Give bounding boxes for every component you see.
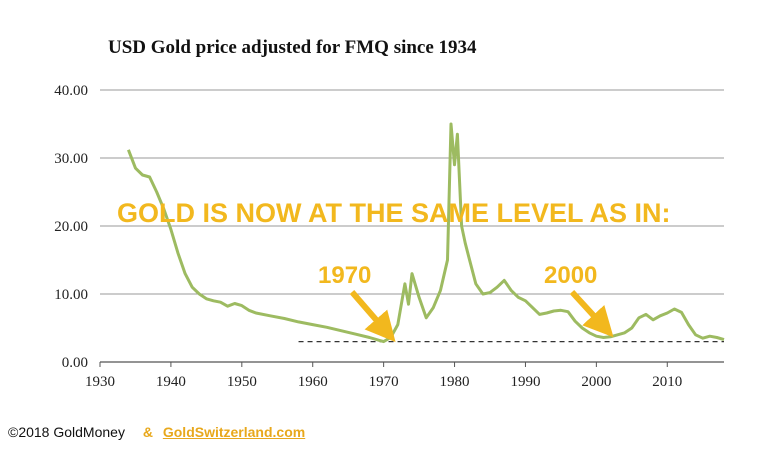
annotation-banner: GOLD IS NOW AT THE SAME LEVEL AS IN: (117, 198, 671, 228)
gridlines (100, 89, 724, 363)
y-tick-label: 0.00 (62, 355, 88, 371)
annotation-1970-label: 1970 (318, 262, 371, 289)
goldswitzerland-link[interactable]: GoldSwitzerland.com (162, 424, 306, 440)
ampersand: & (142, 424, 153, 440)
x-tick-label: 1980 (440, 374, 470, 390)
x-tick-label: 1970 (369, 374, 399, 390)
chart: USD Gold price adjusted for FMQ since 19… (54, 37, 725, 390)
annotation-2000-arrow (569, 289, 614, 338)
x-tick-label: 2000 (581, 374, 611, 390)
chart-title: USD Gold price adjusted for FMQ since 19… (108, 37, 477, 58)
y-tick-label: 10.00 (54, 287, 88, 303)
x-tick-label: 1940 (156, 374, 186, 390)
annotation-1970-arrow (349, 290, 396, 343)
copyright-text: ©2018 GoldMoney (8, 424, 125, 440)
x-tick-label: 1950 (227, 374, 257, 390)
annotation-2000-label: 2000 (544, 262, 597, 289)
y-tick-label: 30.00 (54, 151, 88, 167)
x-tick-label: 2010 (652, 374, 682, 390)
series-line-gold-price (127, 122, 725, 344)
footer: ©2018 GoldMoney & GoldSwitzerland.com (8, 424, 305, 440)
x-tick-label: 1960 (298, 374, 328, 390)
x-tick-label: 1930 (85, 374, 115, 390)
x-axis-ticks: 1930 1940 1950 1960 1970 1980 1990 2000 2010 (85, 362, 682, 390)
y-axis-ticks: 0.00 10.00 20.00 30.00 40.00 (54, 83, 88, 371)
y-tick-label: 20.00 (54, 219, 88, 235)
y-tick-label: 40.00 (54, 83, 88, 99)
x-tick-label: 1990 (510, 374, 540, 390)
